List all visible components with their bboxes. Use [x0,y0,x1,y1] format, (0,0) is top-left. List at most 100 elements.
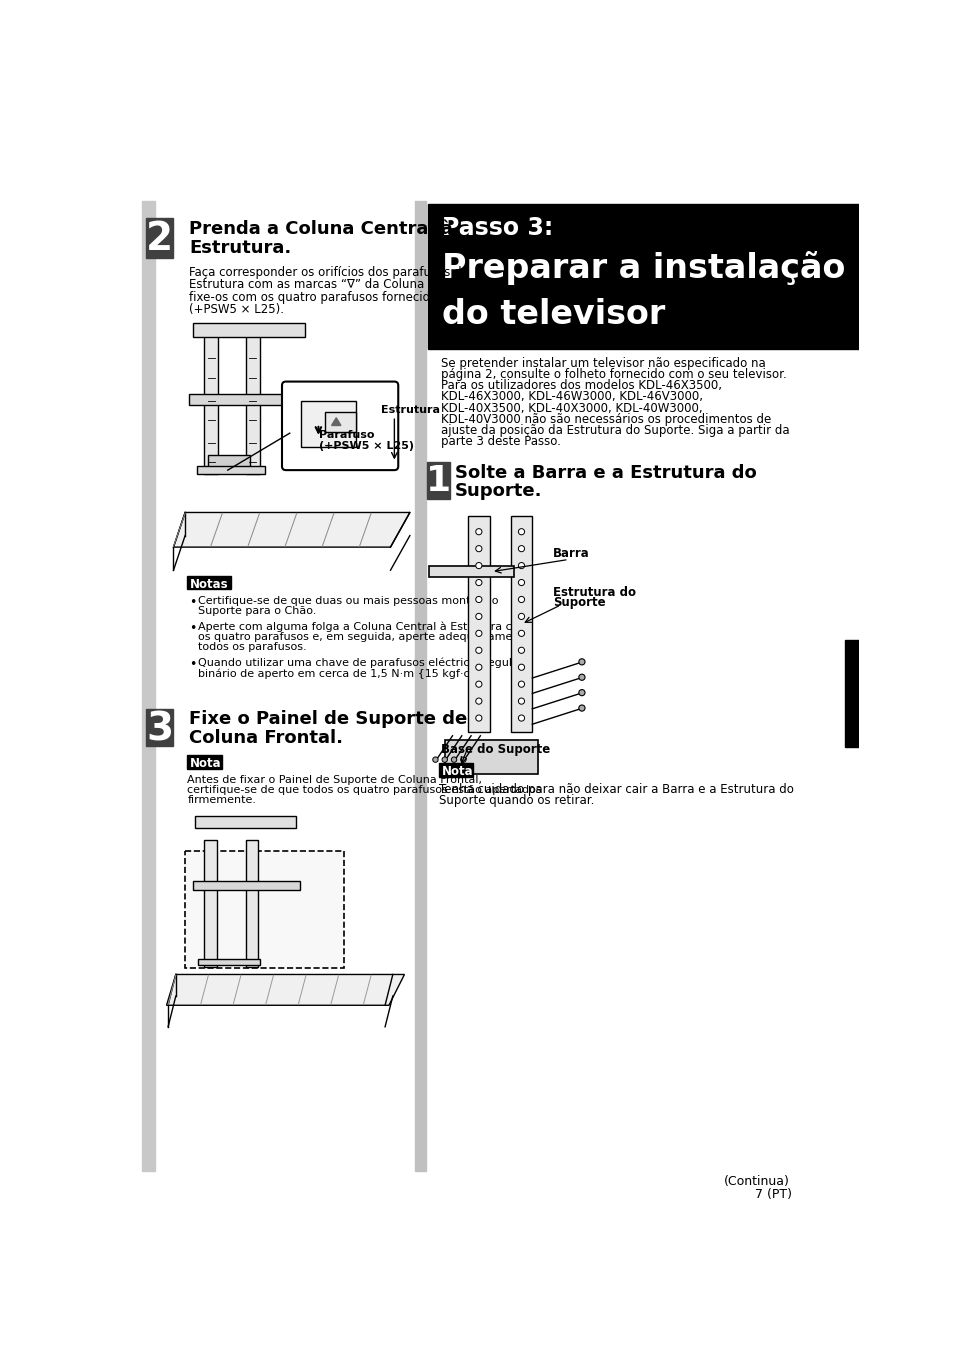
Text: Estrutura: Estrutura [381,405,439,415]
Circle shape [476,631,481,636]
Circle shape [517,647,524,654]
Circle shape [578,659,584,665]
Text: (+PSW5 × L25): (+PSW5 × L25) [319,440,414,451]
Circle shape [578,705,584,711]
Bar [187,576,231,589]
Text: certifique-se de que todos os quatro parafusos estão apertados: certifique-se de que todos os quatro par… [187,785,541,794]
Text: (+PSW5 × L25).: (+PSW5 × L25). [189,303,284,316]
Bar [142,200,154,1171]
Circle shape [460,757,466,762]
Text: Certifique-se de que duas ou mais pessoas montam o: Certifique-se de que duas ou mais pessoa… [197,596,497,605]
Text: Coluna Frontal.: Coluna Frontal. [189,728,343,747]
Bar [208,455,250,470]
Circle shape [517,562,524,569]
Text: 7 (PT): 7 (PT) [754,1188,791,1201]
Text: Prenda a Coluna Central à: Prenda a Coluna Central à [189,220,453,238]
Circle shape [476,613,481,620]
Text: Base do Suporte: Base do Suporte [440,743,550,757]
Bar [439,763,473,777]
Text: 3: 3 [146,711,172,748]
Text: página 2, consulte o folheto fornecido com o seu televisor.: página 2, consulte o folheto fornecido c… [440,367,786,381]
Text: Tenha cuidado para não deixar cair a Barra e a Estrutura do: Tenha cuidado para não deixar cair a Bar… [439,782,793,796]
Text: Quando utilizar uma chave de parafusos eléctrica, regule o: Quando utilizar uma chave de parafusos e… [197,658,528,669]
Text: Suporte.: Suporte. [455,482,541,500]
Circle shape [517,681,524,688]
Bar [189,394,309,405]
Polygon shape [332,417,340,426]
Text: firmemente.: firmemente. [187,794,256,805]
Bar [301,401,355,447]
Text: Estrutura.: Estrutura. [189,239,291,257]
Text: binário de aperto em cerca de 1,5 N·m {15 kgf·cm}.: binário de aperto em cerca de 1,5 N·m {1… [197,667,490,678]
Circle shape [476,528,481,535]
Bar [427,462,450,500]
Text: (Continua): (Continua) [723,1174,789,1188]
Circle shape [433,757,437,762]
Bar [195,816,295,828]
Text: Nota: Nota [441,765,473,778]
Text: KDL-40V3000 não são necessários os procedimentos de: KDL-40V3000 não são necessários os proce… [440,413,770,426]
Bar [196,466,265,474]
Polygon shape [185,851,344,969]
Text: Estrutura do: Estrutura do [553,585,636,598]
Circle shape [476,698,481,704]
Bar [843,639,858,747]
Circle shape [517,715,524,721]
Circle shape [476,647,481,654]
Text: Suporte quando os retirar.: Suporte quando os retirar. [439,793,594,807]
Circle shape [517,665,524,670]
Text: •: • [189,658,196,671]
Bar [193,323,305,336]
Text: Faça corresponder os orifícios dos parafusos da: Faça corresponder os orifícios dos paraf… [189,266,468,280]
Circle shape [517,613,524,620]
Circle shape [476,596,481,603]
Text: ajuste da posição da Estrutura do Suporte. Siga a partir da: ajuste da posição da Estrutura do Suport… [440,424,789,436]
Text: fixe-os com os quatro parafusos fornecidos: fixe-os com os quatro parafusos fornecid… [189,290,443,304]
FancyBboxPatch shape [282,381,397,470]
Text: Aperte com alguma folga a Coluna Central à Estrutura com: Aperte com alguma folga a Coluna Central… [197,621,528,632]
Text: Se pretender instalar um televisor não especificado na: Se pretender instalar um televisor não e… [440,357,765,370]
Bar [468,516,489,732]
Circle shape [476,665,481,670]
Bar [204,840,216,967]
Text: os quatro parafusos e, em seguida, aperte adequadamente: os quatro parafusos e, em seguida, apert… [197,632,530,642]
Text: 1: 1 [426,463,451,499]
Circle shape [441,757,447,762]
Polygon shape [173,512,410,547]
Circle shape [578,674,584,681]
Circle shape [517,631,524,636]
Text: Passo 3:: Passo 3: [441,216,553,240]
Bar [429,566,514,577]
Text: Preparar a instalação: Preparar a instalação [441,251,844,285]
Bar [204,335,218,474]
Text: Barra: Barra [553,547,589,561]
Bar [415,200,426,1171]
Text: KDL-40X3500, KDL-40X3000, KDL-40W3000,: KDL-40X3500, KDL-40X3000, KDL-40W3000, [440,401,701,415]
Circle shape [476,562,481,569]
Circle shape [517,596,524,603]
Text: Notas: Notas [190,578,228,590]
Bar [187,755,221,769]
Bar [245,335,259,474]
Circle shape [517,580,524,585]
Text: Parafuso: Parafuso [319,430,375,440]
Circle shape [476,715,481,721]
Text: do televisor: do televisor [441,299,664,331]
Circle shape [476,546,481,551]
Text: Estrutura com as marcas “∇” da Coluna Central e: Estrutura com as marcas “∇” da Coluna Ce… [189,278,482,292]
Circle shape [476,580,481,585]
Text: Nota: Nota [190,758,221,770]
Circle shape [451,757,456,762]
Text: KDL-46X3000, KDL-46W3000, KDL-46V3000,: KDL-46X3000, KDL-46W3000, KDL-46V3000, [440,390,702,404]
Bar [324,412,355,431]
Text: •: • [189,596,196,609]
Circle shape [517,546,524,551]
Text: todos os parafusos.: todos os parafusos. [197,642,306,651]
Bar [510,516,532,732]
Bar [444,739,537,774]
Bar [193,881,299,890]
Polygon shape [167,974,404,1005]
Text: Solte a Barra e a Estrutura do: Solte a Barra e a Estrutura do [455,463,756,482]
Bar [245,840,257,967]
Text: Para os utilizadores dos modelos KDL-46X3500,: Para os utilizadores dos modelos KDL-46X… [440,380,721,392]
